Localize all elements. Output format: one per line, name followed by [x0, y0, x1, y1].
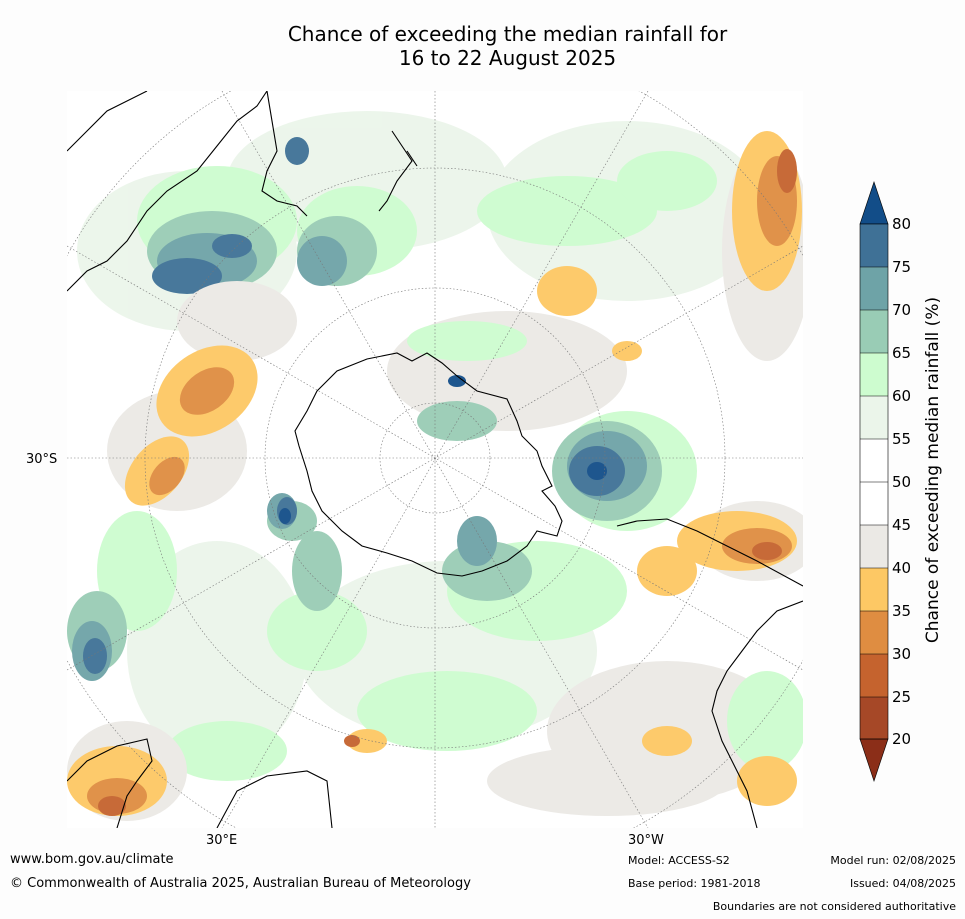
map-title: Chance of exceeding the median rainfall … — [0, 22, 965, 70]
legend-band-25-30 — [860, 654, 888, 697]
colorbar-legend: 80 75 70 65 60 55 50 45 40 35 30 25 20 — [858, 180, 965, 790]
legend-band-70-75 — [860, 267, 888, 310]
model-run-label: Model run: 02/08/2025 — [830, 854, 956, 867]
legend-tick: 80 — [892, 215, 911, 233]
antarctica-coast — [294, 352, 563, 577]
legend-band-55-60 — [860, 396, 888, 439]
legend-tick: 70 — [892, 301, 911, 319]
south-america-coast — [616, 518, 803, 828]
legend-arrow-below — [859, 738, 889, 782]
probability-shading — [67, 111, 803, 821]
legend-tick: 50 — [892, 473, 911, 491]
legend-tick: 40 — [892, 559, 911, 577]
legend-arrow-above — [859, 181, 889, 225]
boundary-disclaimer: Boundaries are not considered authoritat… — [712, 900, 956, 913]
legend-band-60-65 — [860, 353, 888, 396]
new-zealand-coast — [378, 130, 418, 212]
legend-title-wrapper: Chance of exceeding median rainfall (%) — [922, 260, 944, 680]
legend-band-75-80 — [860, 224, 888, 267]
title-line-1: Chance of exceeding the median rainfall … — [287, 22, 728, 46]
base-period-label: Base period: 1981-2018 — [628, 877, 761, 890]
legend-band-40-45 — [860, 525, 888, 568]
legend-tick: 30 — [892, 645, 911, 663]
legend-title: Chance of exceeding median rainfall (%) — [923, 296, 943, 644]
legend-tick: 75 — [892, 258, 911, 276]
legend-band-30-35 — [860, 611, 888, 654]
map-canvas — [67, 91, 803, 828]
legend-tick: 25 — [892, 688, 911, 706]
legend-tick: 45 — [892, 516, 911, 534]
legend-band-50-55 — [860, 439, 888, 482]
legend-tick: 60 — [892, 387, 911, 405]
rainfall-probability-map — [67, 91, 803, 828]
issued-label: Issued: 04/08/2025 — [849, 877, 956, 890]
title-line-2: 16 to 22 August 2025 — [398, 46, 617, 70]
copyright-text: © Commonwealth of Australia 2025, Austra… — [10, 876, 471, 891]
longitude-label-30w: 30°W — [628, 833, 664, 848]
legend-band-35-40 — [860, 568, 888, 611]
coastlines — [67, 91, 803, 828]
legend-band-45-50 — [860, 482, 888, 525]
legend-band-65-70 — [860, 310, 888, 353]
legend-band-20-25 — [860, 697, 888, 739]
legend-tick: 55 — [892, 430, 911, 448]
legend-tick: 35 — [892, 602, 911, 620]
legend-tick: 65 — [892, 344, 911, 362]
model-label: Model: ACCESS-S2 — [628, 854, 730, 867]
longitude-label-30e: 30°E — [206, 833, 238, 848]
legend-tick: 20 — [892, 730, 911, 748]
latitude-label-30s: 30°S — [26, 452, 58, 467]
australia-coast — [67, 91, 308, 292]
website-link[interactable]: www.bom.gov.au/climate — [10, 852, 174, 867]
africa-coast — [67, 738, 333, 828]
graticule — [67, 91, 803, 828]
